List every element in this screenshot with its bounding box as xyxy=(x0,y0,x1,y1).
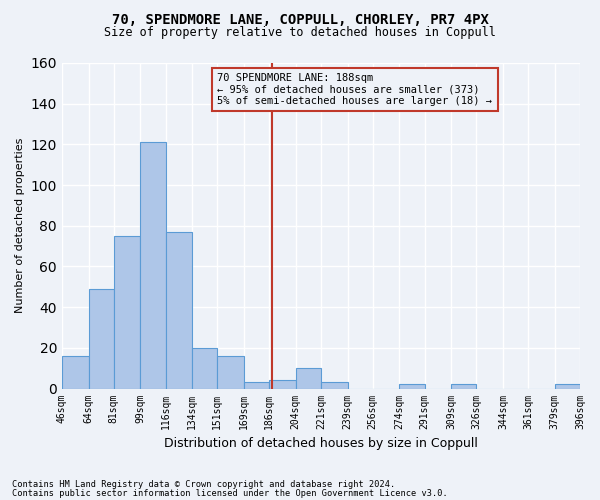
Text: 70, SPENDMORE LANE, COPPULL, CHORLEY, PR7 4PX: 70, SPENDMORE LANE, COPPULL, CHORLEY, PR… xyxy=(112,12,488,26)
Bar xyxy=(451,384,476,388)
Bar xyxy=(296,368,321,388)
Bar xyxy=(192,348,217,389)
Bar xyxy=(114,236,140,388)
Bar xyxy=(217,356,244,388)
Bar xyxy=(140,142,166,388)
Y-axis label: Number of detached properties: Number of detached properties xyxy=(15,138,25,314)
X-axis label: Distribution of detached houses by size in Coppull: Distribution of detached houses by size … xyxy=(164,437,478,450)
Bar xyxy=(62,356,89,388)
Text: Size of property relative to detached houses in Coppull: Size of property relative to detached ho… xyxy=(104,26,496,39)
Text: 70 SPENDMORE LANE: 188sqm
← 95% of detached houses are smaller (373)
5% of semi-: 70 SPENDMORE LANE: 188sqm ← 95% of detac… xyxy=(217,73,493,106)
Bar xyxy=(89,289,114,388)
Text: Contains public sector information licensed under the Open Government Licence v3: Contains public sector information licen… xyxy=(12,489,448,498)
Bar xyxy=(244,382,269,388)
Text: Contains HM Land Registry data © Crown copyright and database right 2024.: Contains HM Land Registry data © Crown c… xyxy=(12,480,395,489)
Bar xyxy=(166,232,192,388)
Bar xyxy=(555,384,580,388)
Bar xyxy=(269,380,296,388)
Bar xyxy=(321,382,347,388)
Bar xyxy=(400,384,425,388)
